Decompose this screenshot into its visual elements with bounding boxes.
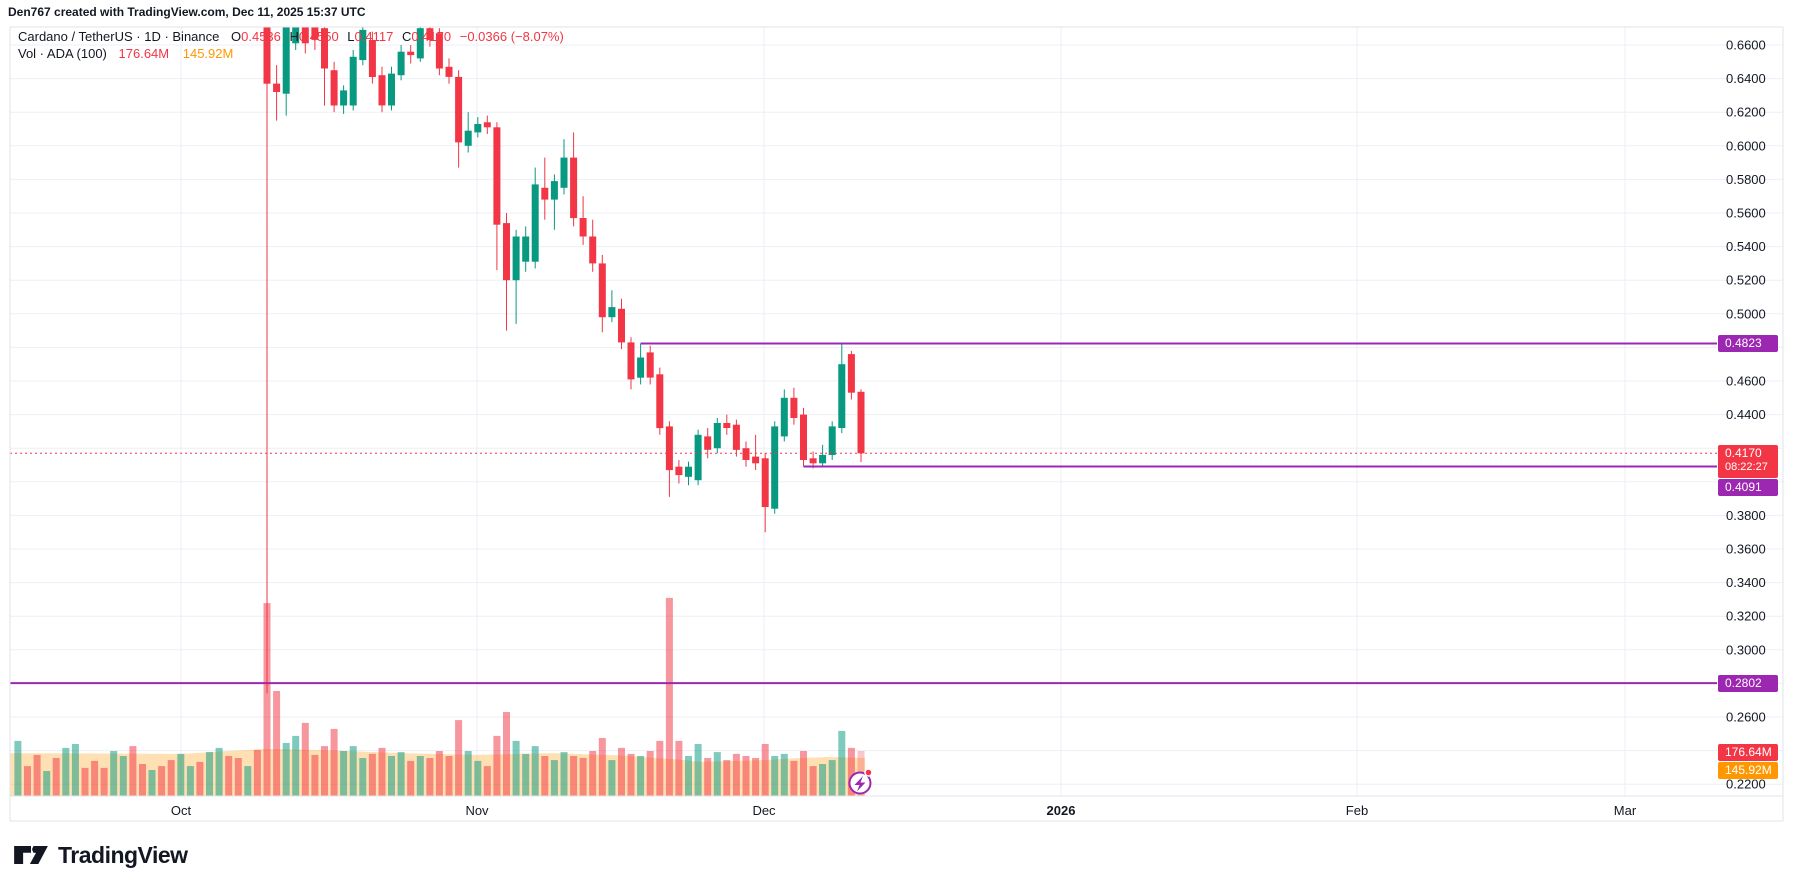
grid-lines — [10, 27, 1783, 796]
candlestick-series — [263, 27, 865, 694]
bar-countdown: 08:22:27 — [1725, 461, 1768, 473]
ohlc-low-label: L — [347, 29, 355, 44]
resistance-level-label[interactable]: 0.4823 — [1718, 335, 1778, 352]
chart-frame — [9, 26, 1784, 822]
last-price-label: 0.4170 08:22:27 — [1718, 445, 1778, 478]
svg-text:Feb: Feb — [1346, 803, 1368, 818]
tradingview-logo[interactable]: TradingView — [13, 840, 188, 870]
svg-text:0.5600: 0.5600 — [1726, 206, 1766, 221]
svg-text:Mar: Mar — [1614, 803, 1637, 818]
last-price-value: 0.4170 — [1725, 446, 1762, 460]
lower-level-label[interactable]: 0.2802 — [1718, 675, 1778, 692]
volume-legend-row[interactable]: Vol · ADA (100) 176.64M 145.92M — [18, 46, 564, 62]
volume-bars — [14, 597, 865, 796]
svg-text:0.6000: 0.6000 — [1726, 138, 1766, 153]
attribution-text: Den767 created with TradingView.com, Dec… — [8, 5, 366, 19]
time-axis[interactable]: Oct Nov Dec 2026 Feb Mar — [171, 803, 1637, 818]
svg-text:0.2600: 0.2600 — [1726, 710, 1766, 725]
tradingview-logo-text: TradingView — [58, 841, 188, 868]
ohlc-open-value: 0.4536 — [241, 29, 281, 44]
svg-text:0.6600: 0.6600 — [1726, 38, 1766, 53]
svg-text:0.3800: 0.3800 — [1726, 508, 1766, 523]
svg-text:0.4600: 0.4600 — [1726, 374, 1766, 389]
change-value: −0.0366 (−8.07%) — [459, 29, 564, 44]
volume-indicator-title[interactable]: Vol · ADA (100) — [18, 46, 107, 61]
svg-text:0.6400: 0.6400 — [1726, 71, 1766, 86]
svg-text:0.3000: 0.3000 — [1726, 642, 1766, 657]
volume-ma-value: 145.92M — [182, 46, 234, 61]
ohlc-high-value: 0.4550 — [298, 29, 339, 44]
chart-legend: Cardano / TetherUS · 1D · Binance O0.453… — [18, 29, 564, 63]
tradingview-logo-icon — [14, 846, 48, 864]
volume-value-label: 176.64M — [1718, 744, 1778, 761]
symbol-legend-row[interactable]: Cardano / TetherUS · 1D · Binance O0.453… — [18, 29, 564, 45]
svg-text:Nov: Nov — [465, 803, 489, 818]
resistance-level-value: 0.4823 — [1725, 336, 1762, 350]
svg-text:0.5200: 0.5200 — [1726, 273, 1766, 288]
volume-ma-label: 145.92M — [1718, 762, 1778, 779]
svg-text:0.5800: 0.5800 — [1726, 172, 1766, 187]
svg-text:0.3600: 0.3600 — [1726, 542, 1766, 557]
ohlc-close-value: 0.4170 — [411, 29, 452, 44]
ohlc-close-label: C — [401, 29, 412, 44]
svg-text:Dec: Dec — [752, 803, 776, 818]
ohlc-low-value: 0.4117 — [354, 29, 394, 44]
price-axis[interactable]: 0.6600 0.6400 0.6200 0.6000 0.5800 0.5600 0.54… — [1726, 38, 1766, 792]
lower-level-value: 0.2802 — [1725, 676, 1762, 690]
svg-text:0.5000: 0.5000 — [1726, 306, 1766, 321]
svg-text:Oct: Oct — [171, 803, 192, 818]
svg-text:0.3200: 0.3200 — [1726, 609, 1766, 624]
svg-text:0.6200: 0.6200 — [1726, 105, 1766, 120]
svg-text:2026: 2026 — [1047, 803, 1076, 818]
support-level-value: 0.4091 — [1725, 480, 1762, 494]
support-level-label[interactable]: 0.4091 — [1718, 479, 1778, 496]
volume-current-value: 176.64M — [118, 46, 170, 61]
svg-text:0.5400: 0.5400 — [1726, 239, 1766, 254]
volume-ma-text: 145.92M — [1725, 763, 1772, 777]
ohlc-open-label: O — [231, 29, 242, 44]
svg-text:0.4400: 0.4400 — [1726, 407, 1766, 422]
svg-text:0.3400: 0.3400 — [1726, 575, 1766, 590]
symbol-title[interactable]: Cardano / TetherUS · 1D · Binance — [18, 29, 220, 44]
volume-value-text: 176.64M — [1725, 745, 1772, 759]
flash-icon[interactable] — [848, 768, 873, 795]
ohlc-high-label: H — [289, 29, 299, 44]
horizontal-level-lines[interactable] — [10, 342, 1717, 685]
svg-text:0.2200: 0.2200 — [1726, 777, 1766, 792]
